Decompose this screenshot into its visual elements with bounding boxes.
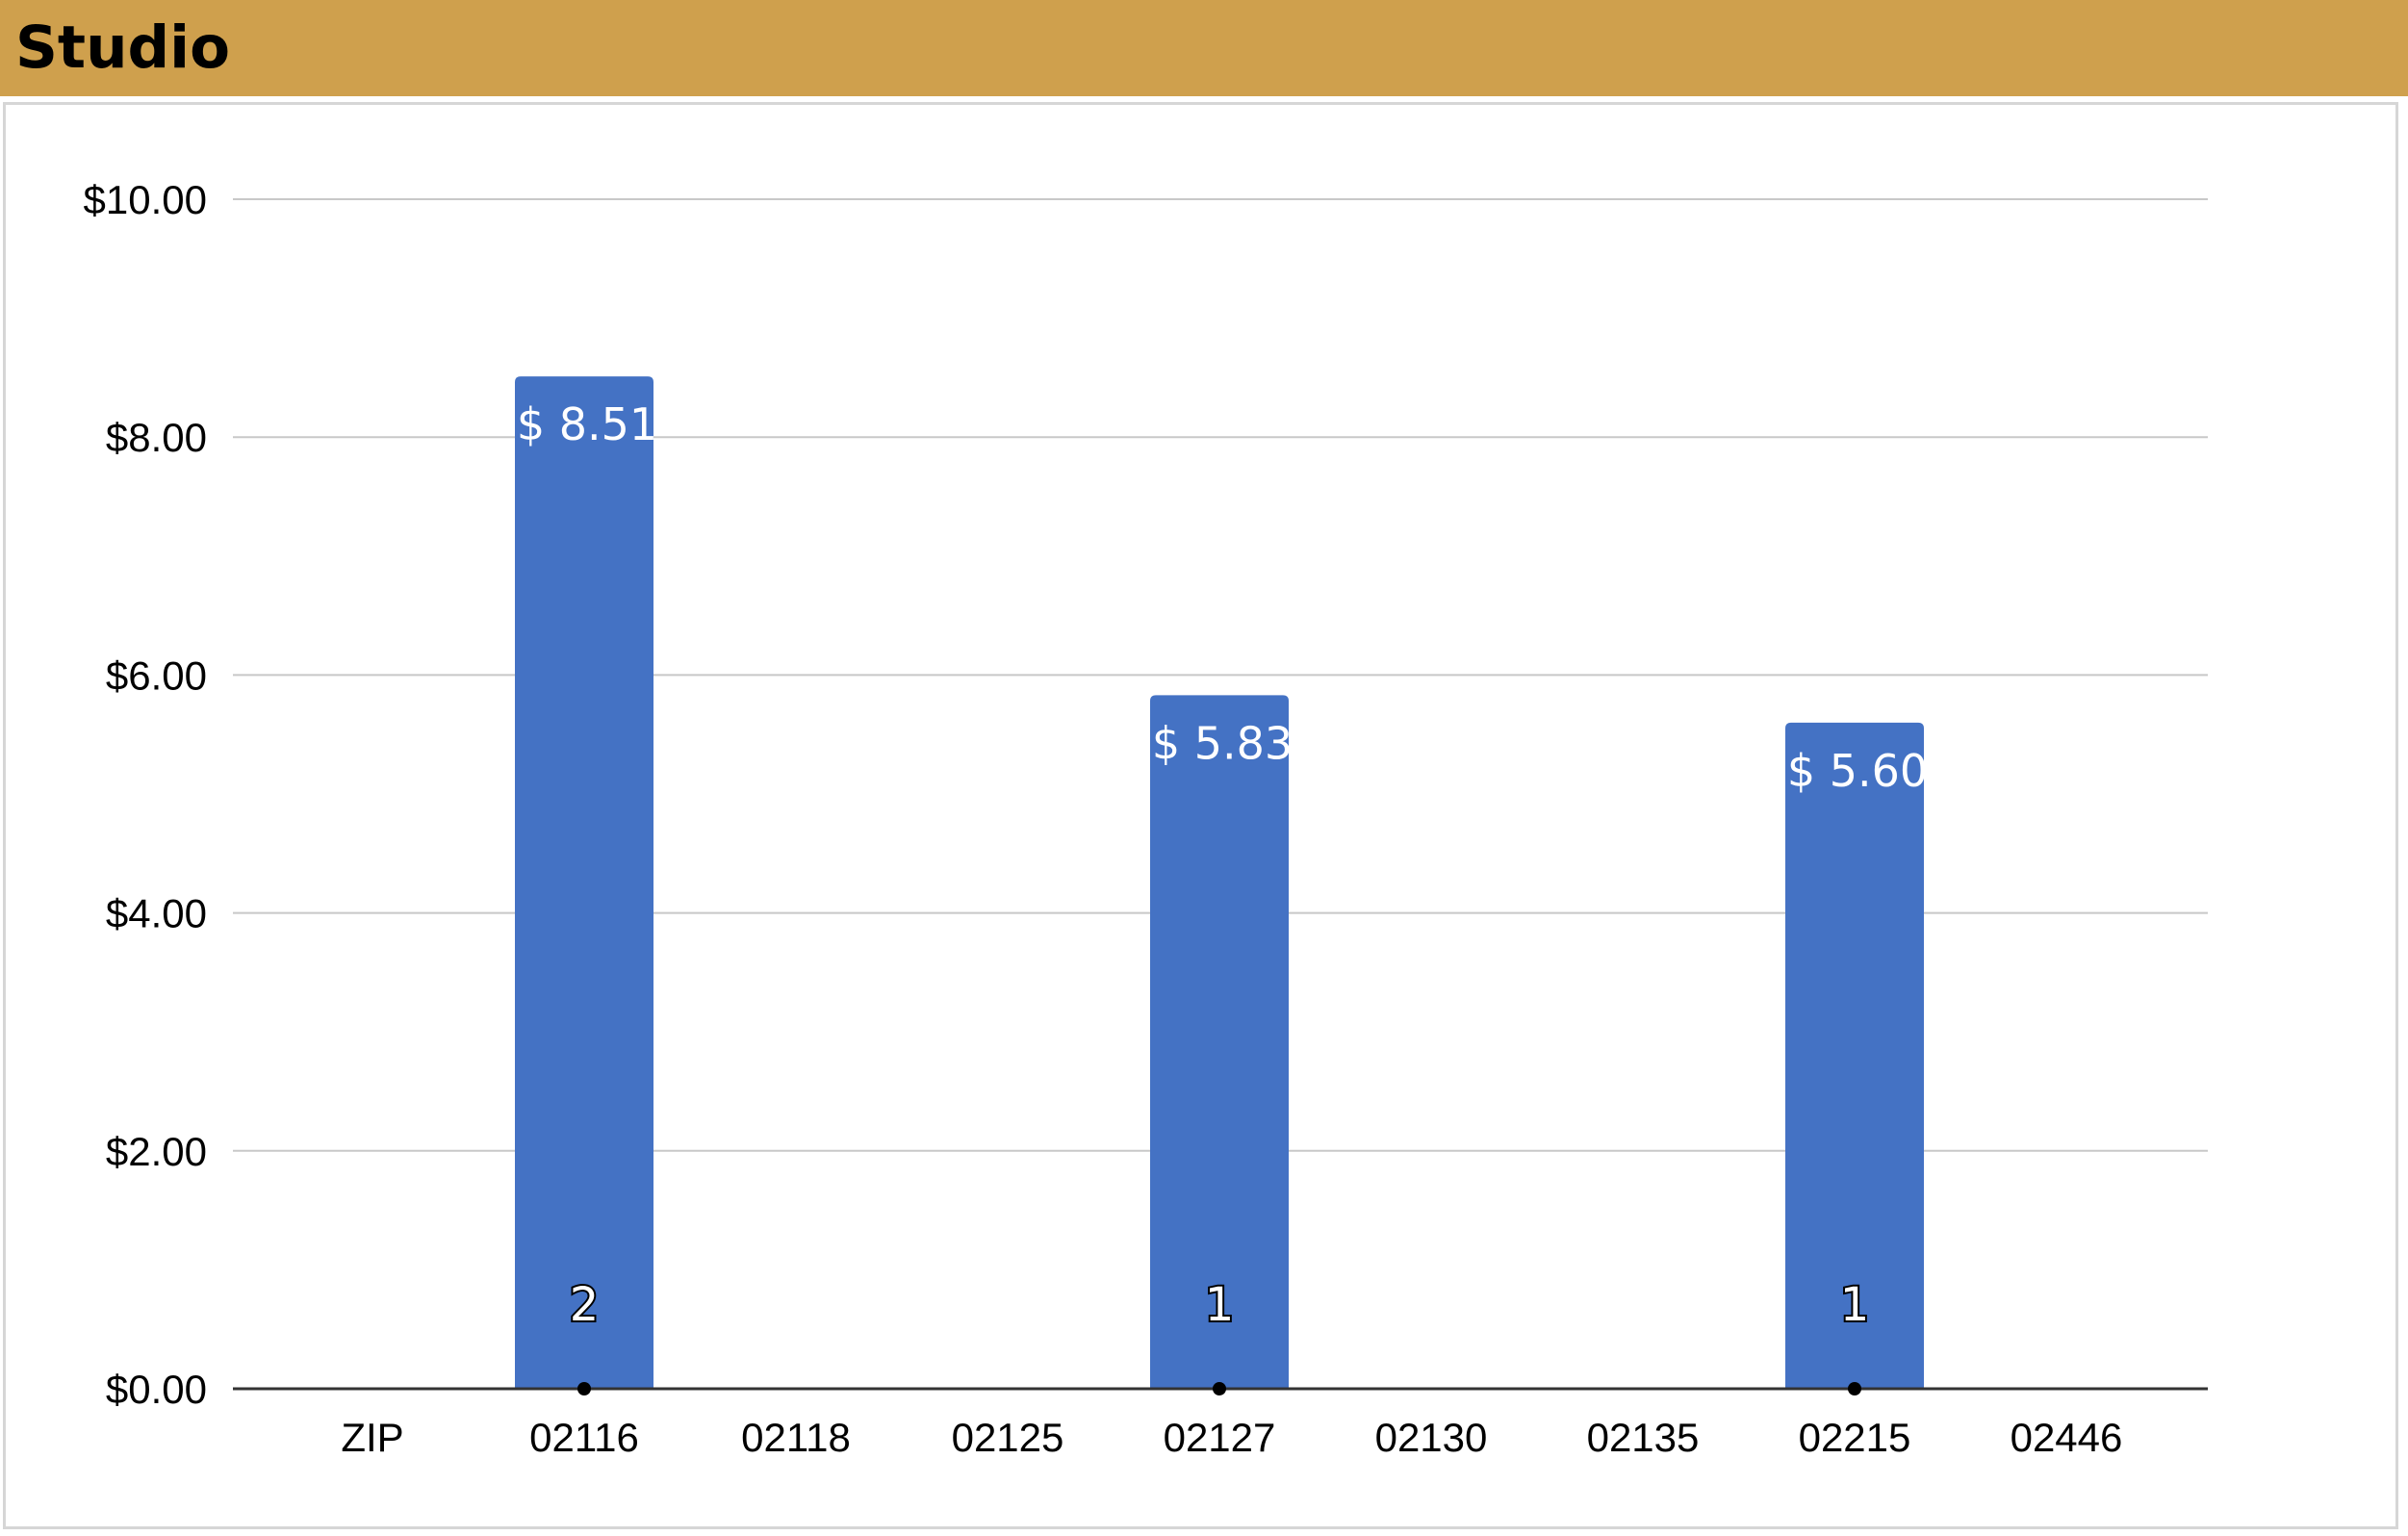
- chart-header-title: Studio: [15, 13, 231, 82]
- x-tick-label: 02130: [1375, 1415, 1488, 1460]
- bar: [1150, 695, 1289, 1389]
- bar: [515, 376, 653, 1389]
- x-tick-label: 02116: [529, 1415, 639, 1460]
- y-tick-label: $2.00: [106, 1129, 207, 1174]
- bar-value-label: $ 8.51: [517, 398, 657, 450]
- count-point: [1848, 1382, 1861, 1395]
- bar: [1785, 722, 1924, 1389]
- y-tick-label: $0.00: [106, 1367, 207, 1412]
- count-point: [1213, 1382, 1226, 1395]
- bar-value-label: $ 5.60: [1787, 745, 1928, 797]
- count-label: 1: [1205, 1278, 1235, 1332]
- x-tick-label: 02135: [1587, 1415, 1700, 1460]
- chart-header: Studio: [0, 0, 2408, 96]
- count-label: 2: [570, 1278, 600, 1332]
- x-tick-label: 02118: [741, 1415, 851, 1460]
- x-tick-label: ZIP: [341, 1415, 403, 1460]
- count-label: 1: [1840, 1278, 1870, 1332]
- bar-value-label: $ 5.83: [1152, 717, 1293, 769]
- y-tick-label: $4.00: [106, 891, 207, 936]
- x-tick-label: 02446: [2011, 1415, 2123, 1460]
- y-tick-label: $8.00: [106, 415, 207, 460]
- count-point: [577, 1382, 591, 1395]
- y-tick-label: $6.00: [106, 653, 207, 698]
- x-tick-label: 02125: [952, 1415, 1064, 1460]
- x-tick-label: 02127: [1164, 1415, 1276, 1460]
- y-tick-label: $10.00: [84, 177, 207, 222]
- x-tick-label: 02215: [1799, 1415, 1911, 1460]
